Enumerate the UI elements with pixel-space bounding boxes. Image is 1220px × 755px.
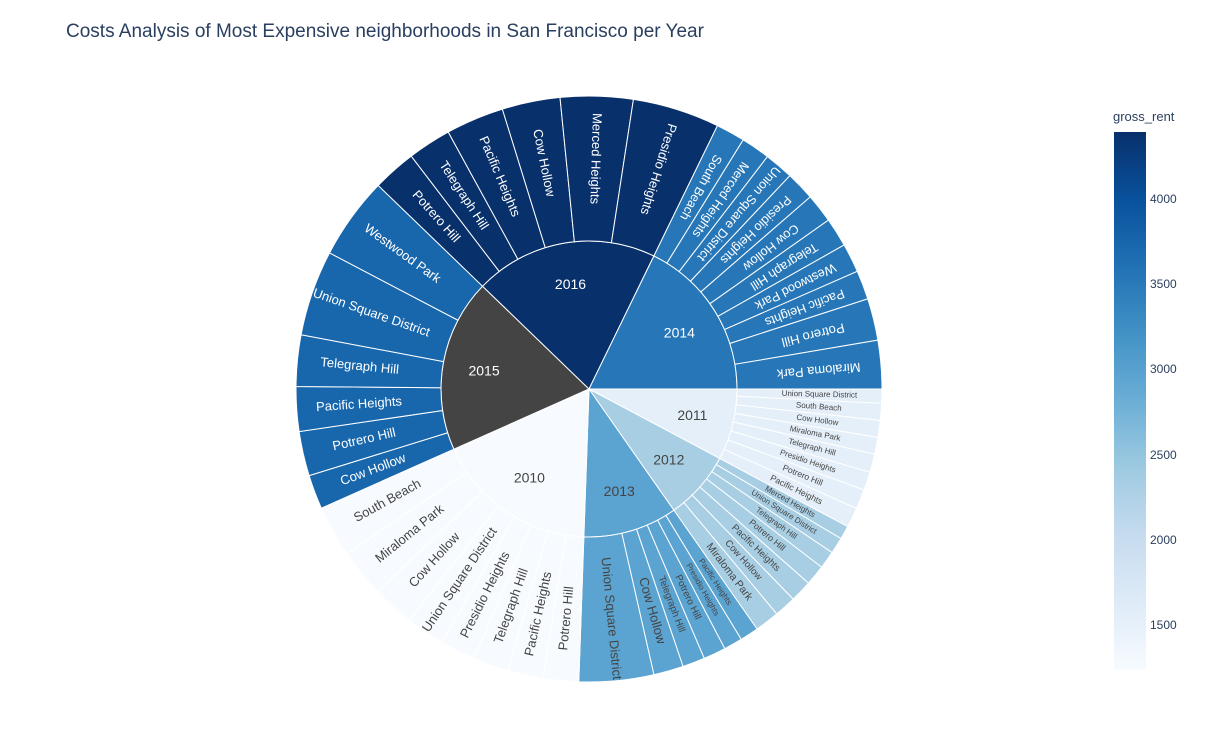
sector-2016-cow-hollow[interactable]: [501, 96, 575, 249]
sector-label-2014: 2014: [664, 325, 695, 341]
sector-2015-potrero-hill[interactable]: [298, 409, 449, 477]
sector-2013-pacific-heights[interactable]: [665, 509, 758, 641]
sector-2011-potrero-hill[interactable]: [723, 439, 865, 510]
sector-2010-cow-hollow[interactable]: [376, 490, 499, 622]
sector-2013-potrero-hill[interactable]: [646, 519, 726, 660]
sector-2010-pacific-heights[interactable]: [507, 530, 567, 679]
colorbar-tick-1500: 1500: [1150, 618, 1177, 633]
colorbar-tick-3500: 3500: [1150, 276, 1177, 291]
sector-label-2011-union-square-district: Union Square District: [782, 389, 859, 400]
sector-label-2012: 2012: [653, 452, 684, 468]
sector-2012-telegraph-hill[interactable]: [705, 470, 833, 568]
chart-title: Costs Analysis of Most Expensive neighbo…: [66, 21, 704, 42]
sector-2015-cow-hollow[interactable]: [308, 432, 455, 509]
sector-2013-presidio-heights[interactable]: [656, 514, 742, 650]
colorbar-tick-2500: 2500: [1150, 447, 1177, 462]
sector-2013-union-square-district[interactable]: [578, 532, 655, 683]
colorbar-tick-2000: 2000: [1150, 533, 1177, 548]
sector-2010-telegraph-hill[interactable]: [473, 524, 549, 672]
colorbar-gradient: [1114, 132, 1146, 670]
sector-label-2014-miraloma-park: Miraloma Park: [776, 360, 861, 382]
sector-2014-pacific-heights[interactable]: [723, 270, 869, 345]
sector-2014-westwood-park[interactable]: [717, 244, 858, 331]
sector-label-2011: 2011: [677, 407, 707, 423]
sector-label-2016: 2016: [555, 276, 586, 292]
sector-2016-telegraph-hill[interactable]: [410, 131, 519, 273]
sector-label-2010-potrero-hill: Potrero Hill: [555, 585, 576, 651]
sector-2012-miraloma-park[interactable]: [673, 501, 778, 630]
sector-2011-presidio-heights[interactable]: [727, 430, 871, 491]
sector-2015-telegraph-hill[interactable]: [295, 334, 445, 389]
sector-2010-union-square-district[interactable]: [408, 505, 516, 644]
sector-2015-westwood-park[interactable]: [328, 184, 484, 321]
sector-2014-potrero-hill[interactable]: [729, 298, 879, 365]
sector-2012-potrero-hill[interactable]: [699, 478, 823, 584]
sector-2014-south-beach[interactable]: [653, 124, 744, 264]
sector-2012-cow-hollow[interactable]: [683, 494, 794, 615]
sector-2011-south-beach[interactable]: [735, 395, 883, 421]
sector-2013-telegraph-hill[interactable]: [635, 524, 705, 668]
sector-2015-pacific-heights[interactable]: [295, 386, 444, 433]
sector-2011-telegraph-hill[interactable]: [730, 421, 876, 473]
sector-2014-union-square-district[interactable]: [678, 155, 791, 282]
sector-2011-cow-hollow[interactable]: [734, 404, 881, 439]
sector-2014-telegraph-hill[interactable]: [709, 219, 845, 317]
colorbar-title: gross_rent: [1113, 109, 1175, 124]
sector-2014-cow-hollow[interactable]: [700, 196, 830, 305]
sector-2011-pacific-heights[interactable]: [718, 448, 858, 528]
sector-2012-merced-heights[interactable]: [715, 457, 849, 540]
colorbar-tick-3000: 3000: [1150, 362, 1177, 377]
sector-2016-potrero-hill[interactable]: [377, 155, 500, 287]
sector-label-2011-south-beach: South Beach: [796, 400, 842, 413]
sector-label-2015: 2015: [468, 362, 499, 378]
sector-2016-merced-heights[interactable]: [559, 95, 634, 244]
sector-label-2013: 2013: [604, 483, 635, 499]
sector-2014-merced-heights[interactable]: [666, 139, 769, 273]
sector-2015-union-square-district[interactable]: [300, 252, 459, 363]
sector-2014-presidio-heights[interactable]: [689, 174, 811, 293]
sector-2012-pacific-heights[interactable]: [691, 486, 810, 600]
sector-2010-miraloma-park[interactable]: [346, 471, 483, 593]
sector-2010-potrero-hill[interactable]: [542, 534, 585, 683]
sector-2013-cow-hollow[interactable]: [621, 528, 684, 676]
sector-label-2010: 2010: [514, 469, 545, 485]
sector-label-2015-pacific-heights: Pacific Heights: [316, 393, 403, 414]
sector-2016-pacific-heights[interactable]: [447, 108, 546, 260]
sector-2010-south-beach[interactable]: [320, 448, 468, 555]
colorbar-tick-4000: 4000: [1150, 191, 1177, 206]
sector-2010-presidio-heights[interactable]: [441, 516, 532, 660]
sector-label-2016-merced-heights: Merced Heights: [587, 113, 604, 205]
sector-2016-presidio-heights[interactable]: [610, 98, 719, 257]
sector-2011-miraloma-park[interactable]: [732, 412, 879, 455]
sector-2014-miraloma-park[interactable]: [734, 339, 883, 390]
sector-2012-union-square-district[interactable]: [711, 463, 842, 554]
